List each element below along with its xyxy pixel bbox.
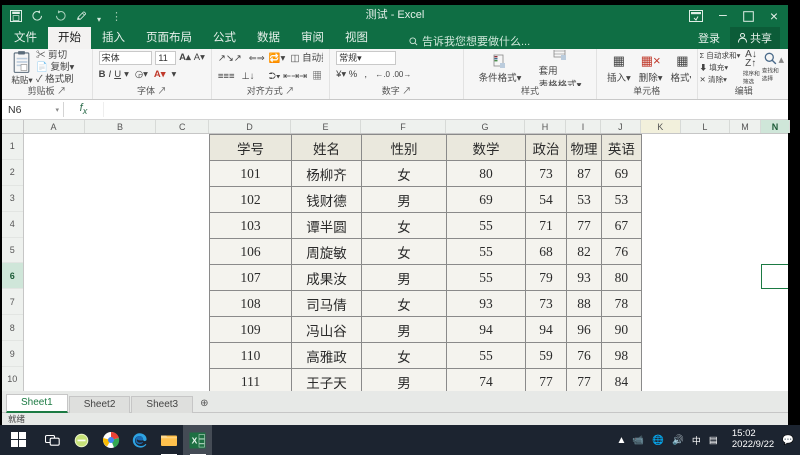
- svg-text:X: X: [192, 435, 198, 445]
